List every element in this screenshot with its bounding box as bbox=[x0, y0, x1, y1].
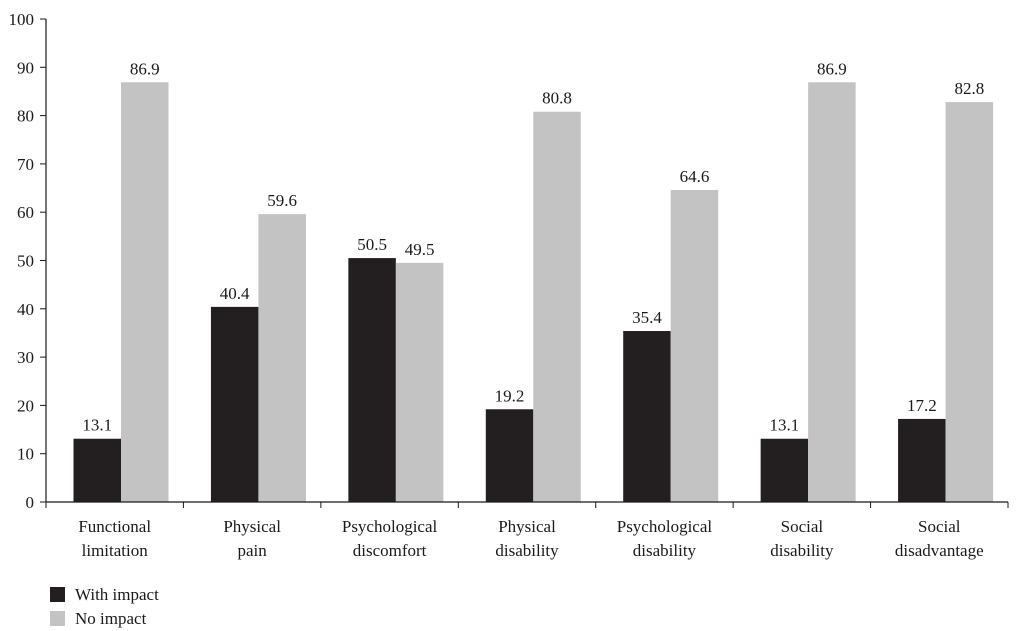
axes-layer: Functional limitation Physical pain Psycholo… bbox=[9, 10, 1009, 560]
data-label-with-impact-1: 13.1 bbox=[82, 416, 112, 435]
data-label-no-impact-7: 82.8 bbox=[954, 79, 984, 98]
legend: With impact No impact bbox=[50, 585, 159, 628]
legend-swatch-no-impact bbox=[50, 611, 65, 626]
bar-no-impact-3 bbox=[395, 262, 444, 502]
data-label-with-impact-3: 50.5 bbox=[357, 235, 387, 254]
legend-label-with-impact: With impact bbox=[75, 585, 159, 604]
category-label-4-line-2: disability bbox=[495, 541, 559, 560]
bar-no-impact-6 bbox=[808, 82, 856, 503]
bars-layer bbox=[73, 82, 994, 503]
category-label-6-line-1: Social bbox=[781, 517, 824, 536]
y-tick-label-70: 70 bbox=[17, 155, 34, 174]
data-label-with-impact-5: 35.4 bbox=[632, 308, 662, 327]
bar-no-impact-2 bbox=[258, 214, 306, 502]
bar-with-impact-6 bbox=[760, 438, 809, 502]
data-labels-layer: 13.1 86.9 40.4 59.6 50.5 49.5 19.2 80.8 35.4 64.6… bbox=[82, 59, 984, 434]
bar-with-impact-7 bbox=[898, 418, 946, 502]
y-tick-label-60: 60 bbox=[17, 203, 34, 222]
bar-with-impact-2 bbox=[210, 306, 259, 502]
bar-no-impact-1 bbox=[121, 82, 169, 503]
data-label-no-impact-4: 80.8 bbox=[542, 89, 572, 108]
category-label-1-line-2: limitation bbox=[82, 541, 149, 560]
data-label-no-impact-1: 86.9 bbox=[130, 59, 160, 78]
category-label-2-line-2: pain bbox=[237, 541, 267, 560]
category-label-6-line-2: disability bbox=[770, 541, 834, 560]
category-label-5-line-1: Psychological bbox=[617, 517, 713, 536]
y-tick-label-20: 20 bbox=[17, 396, 34, 415]
category-label-3-line-1: Psychological bbox=[342, 517, 438, 536]
data-label-no-impact-5: 64.6 bbox=[680, 167, 710, 186]
y-tick-label-0: 0 bbox=[26, 493, 35, 512]
bar-with-impact-5 bbox=[623, 331, 671, 502]
data-label-no-impact-6: 86.9 bbox=[817, 59, 847, 78]
bar-with-impact-4 bbox=[485, 409, 534, 502]
data-label-with-impact-6: 13.1 bbox=[770, 416, 800, 435]
data-label-no-impact-3: 49.5 bbox=[405, 240, 435, 259]
data-label-with-impact-2: 40.4 bbox=[220, 284, 250, 303]
y-tick-label-100: 100 bbox=[9, 10, 35, 29]
bar-no-impact-5 bbox=[670, 189, 719, 503]
bar-no-impact-7 bbox=[945, 102, 994, 502]
category-label-5-line-2: disability bbox=[633, 541, 697, 560]
y-tick-label-80: 80 bbox=[17, 107, 34, 126]
category-label-7-line-2: disadvantage bbox=[895, 541, 984, 560]
y-tick-label-90: 90 bbox=[17, 58, 34, 77]
y-tick-label-40: 40 bbox=[17, 300, 34, 319]
data-label-with-impact-4: 19.2 bbox=[495, 386, 525, 405]
category-label-4-line-1: Physical bbox=[498, 517, 556, 536]
y-tick-label-30: 30 bbox=[17, 348, 34, 367]
legend-swatch-with-impact bbox=[50, 587, 65, 602]
y-tick-label-50: 50 bbox=[17, 252, 34, 271]
bar-no-impact-4 bbox=[533, 111, 581, 503]
category-label-2-line-1: Physical bbox=[223, 517, 281, 536]
category-label-7-line-1: Social bbox=[918, 517, 961, 536]
bar-with-impact-3 bbox=[348, 258, 396, 502]
category-label-1-line-1: Functional bbox=[78, 517, 151, 536]
y-tick-label-10: 10 bbox=[17, 445, 34, 464]
data-label-with-impact-7: 17.2 bbox=[907, 396, 937, 415]
bar-with-impact-1 bbox=[73, 438, 121, 502]
legend-label-no-impact: No impact bbox=[75, 609, 147, 628]
category-label-3-line-2: discomfort bbox=[353, 541, 427, 560]
data-label-no-impact-2: 59.6 bbox=[267, 191, 297, 210]
